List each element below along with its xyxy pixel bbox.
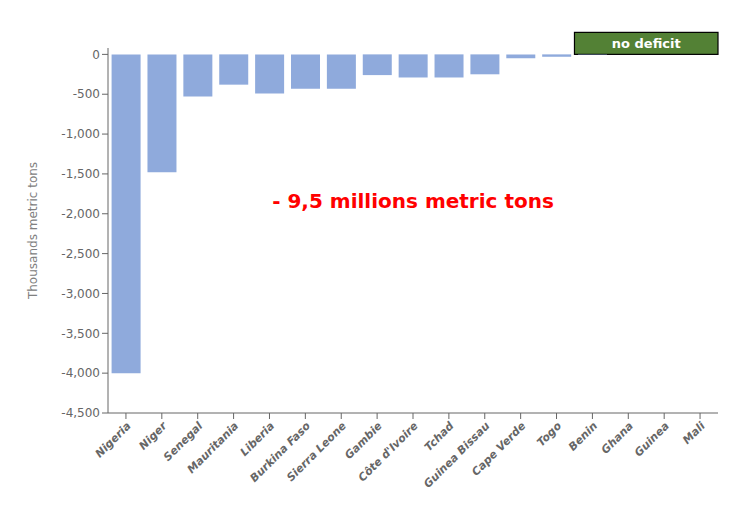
svg-text:Gambie: Gambie xyxy=(342,419,385,462)
svg-text:Nigeria: Nigeria xyxy=(93,419,134,460)
svg-text:Burkina Faso: Burkina Faso xyxy=(248,419,314,485)
svg-text:Senegal: Senegal xyxy=(161,419,206,464)
svg-text:-500: -500 xyxy=(73,87,100,101)
svg-text:-2,000: -2,000 xyxy=(61,207,100,221)
svg-text:Guinea Bissau: Guinea Bissau xyxy=(421,419,492,490)
svg-text:Niger: Niger xyxy=(136,419,169,452)
svg-text:Benin: Benin xyxy=(566,419,600,453)
svg-text:Tchad: Tchad xyxy=(422,419,457,454)
svg-text:Liberia: Liberia xyxy=(237,419,278,459)
svg-text:Guinea: Guinea xyxy=(632,419,672,459)
svg-text:Mali: Mali xyxy=(680,419,708,447)
svg-text:Sierra Leone: Sierra Leone xyxy=(284,419,349,484)
svg-text:-1,000: -1,000 xyxy=(61,127,100,141)
svg-text:Côte d'Ivoire: Côte d'Ivoire xyxy=(356,419,421,484)
svg-text:Cape Verde: Cape Verde xyxy=(469,419,528,478)
svg-text:no deficit: no deficit xyxy=(612,36,681,51)
svg-text:-4,500: -4,500 xyxy=(61,406,100,420)
svg-text:Mauritania: Mauritania xyxy=(185,419,242,476)
svg-text:Thousands metric tons: Thousands metric tons xyxy=(26,162,40,300)
svg-text:-4,000: -4,000 xyxy=(61,366,100,380)
svg-text:-2,500: -2,500 xyxy=(61,247,100,261)
svg-text:-1,500: -1,500 xyxy=(61,167,100,181)
svg-text:-3,500: -3,500 xyxy=(61,327,100,341)
svg-text:-3,000: -3,000 xyxy=(61,287,100,301)
svg-text:0: 0 xyxy=(92,48,100,62)
svg-text:Ghana: Ghana xyxy=(599,419,636,456)
html-text:- 9,5 millions metric tons: - 9,5 millions metric tons xyxy=(272,189,554,214)
svg-text:Togo: Togo xyxy=(534,419,564,449)
